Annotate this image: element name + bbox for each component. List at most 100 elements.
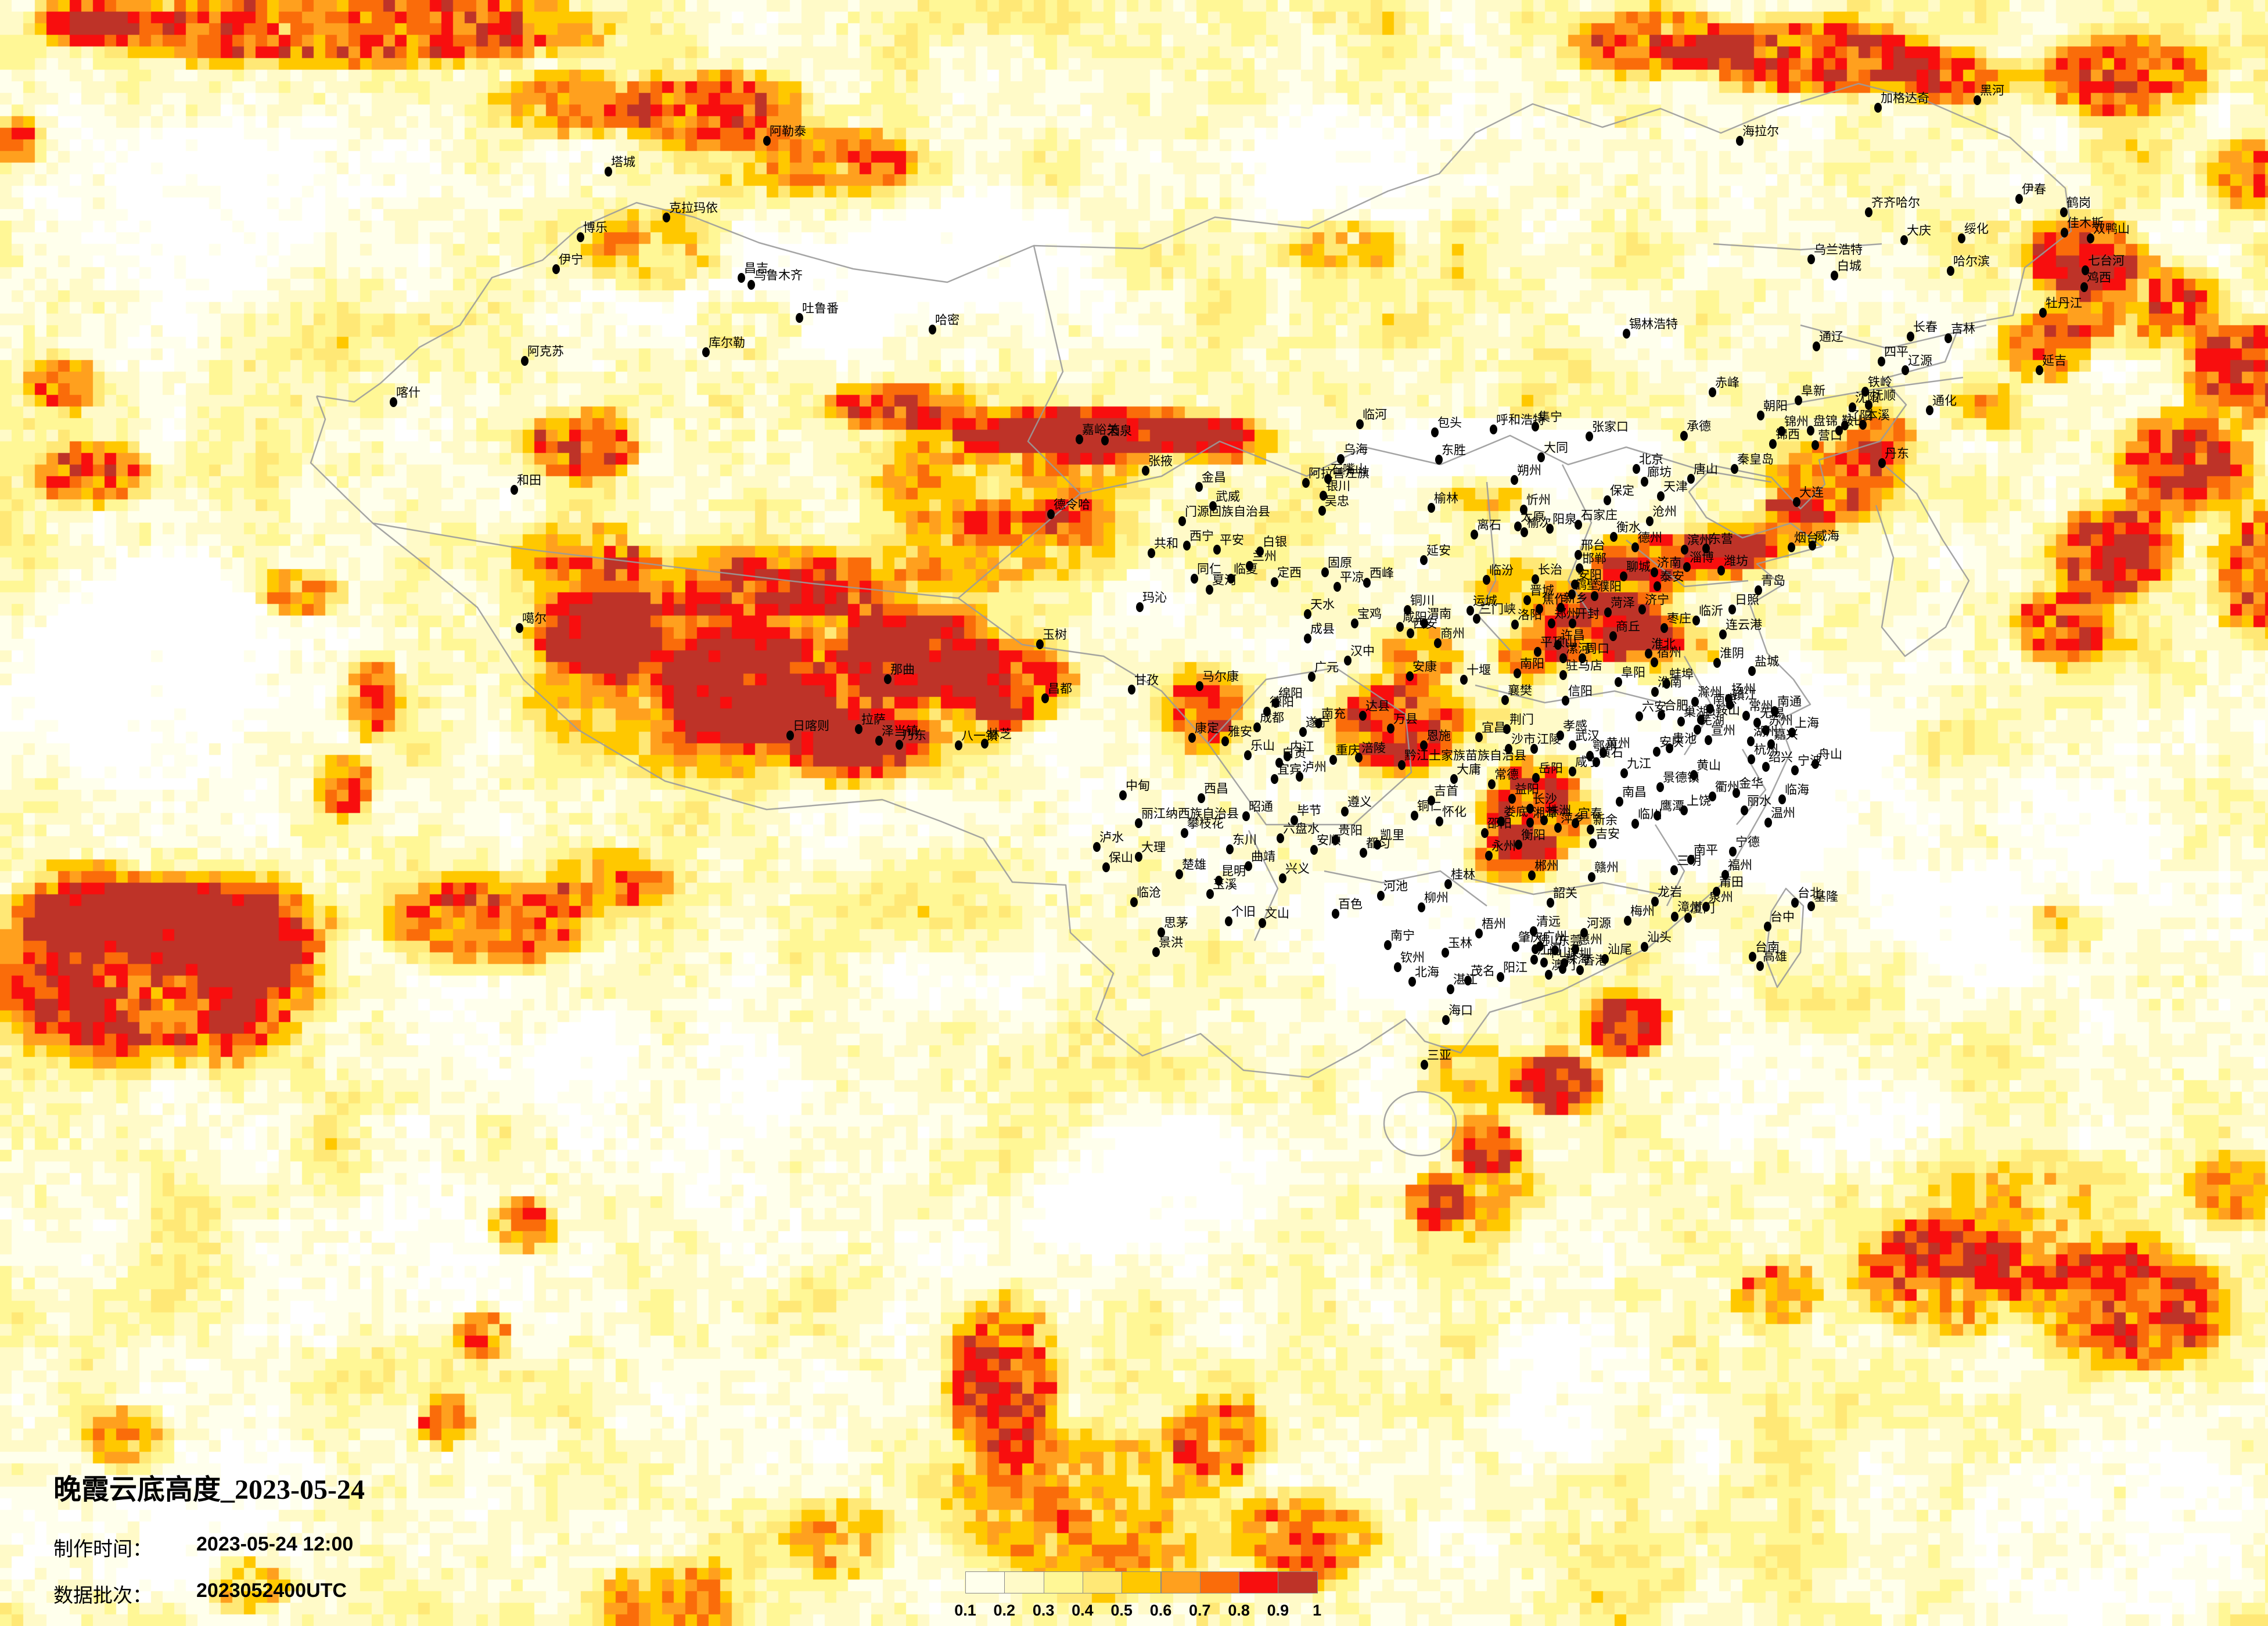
city-label: 基隆 (1814, 890, 1838, 904)
city-marker (1398, 760, 1406, 770)
city-label: 乃东 (902, 729, 926, 742)
city-marker (1324, 474, 1332, 484)
production-time-label: 制作时间： (53, 1539, 152, 1560)
city-label: 承德 (1687, 420, 1711, 433)
city-marker (1757, 411, 1764, 420)
city-marker (1636, 711, 1643, 721)
city-label: 昭通 (1249, 800, 1273, 814)
city-label: 茂名 (1471, 965, 1495, 978)
city-marker (1464, 976, 1472, 985)
legend-tick-label: 0.4 (1072, 1602, 1094, 1619)
city-label: 喀什 (396, 386, 420, 400)
city-marker (1554, 640, 1562, 650)
city-marker (1374, 840, 1381, 850)
city-marker (1460, 675, 1468, 685)
city-marker (855, 724, 862, 734)
city-marker (1520, 505, 1527, 515)
city-marker (2060, 207, 2068, 217)
city-marker (1530, 744, 1538, 754)
legend-swatch (1199, 1571, 1240, 1593)
city-marker (1540, 958, 1548, 967)
city-marker (1532, 574, 1539, 584)
city-marker (1181, 828, 1188, 838)
city-marker (1221, 736, 1229, 746)
city-marker (1681, 545, 1688, 555)
city-marker (1809, 541, 1816, 551)
city-label: 郴州 (1534, 859, 1559, 873)
city-label: 滁州 (1698, 686, 1722, 699)
city-label: 鸡西 (2087, 271, 2111, 285)
city-label: 塔城 (611, 156, 635, 169)
city-label: 梧州 (1482, 918, 1506, 931)
city-label: 蚌埠 (1669, 668, 1694, 681)
city-label: 新乡 (1563, 592, 1588, 605)
city-label: 楚雄 (1182, 858, 1206, 872)
city-marker (1209, 501, 1217, 511)
city-marker (1308, 672, 1315, 682)
city-label: 牡丹江 (2046, 297, 2082, 310)
city-marker (1569, 767, 1576, 776)
city-marker (1505, 744, 1512, 754)
city-label: 益阳 (1515, 783, 1539, 796)
city-marker (1407, 628, 1414, 638)
city-marker (1548, 618, 1555, 628)
city-marker (1811, 440, 1819, 450)
city-marker (1420, 740, 1428, 750)
city-marker (1691, 697, 1699, 707)
city-label: 黔江土家族苗族自治县 (1404, 749, 1526, 762)
city-label: 怀化 (1442, 805, 1467, 819)
city-label: 秦皇岛 (1737, 453, 1774, 466)
city-marker (1604, 495, 1611, 505)
city-label: 桂林 (1451, 868, 1475, 882)
city-label: 阜新 (1801, 384, 1825, 398)
city-marker (1557, 603, 1565, 613)
city-marker (1769, 439, 1777, 449)
city-label: 定西 (1277, 566, 1302, 580)
city-label: 拉萨 (861, 713, 886, 726)
city-label: 临沧 (1137, 886, 1161, 900)
city-marker (1431, 427, 1439, 437)
city-marker (1748, 666, 1756, 676)
city-marker (1677, 717, 1685, 726)
city-marker (1511, 620, 1519, 629)
city-label: 张家口 (1592, 420, 1629, 434)
city-label: 河池 (1383, 880, 1408, 893)
city-label: 忻州 (1526, 494, 1551, 507)
city-label: 枣庄 (1667, 612, 1691, 625)
city-marker (1771, 706, 1778, 716)
city-marker (1351, 618, 1358, 628)
city-marker (1299, 727, 1307, 737)
city-label: 阜阳 (1621, 666, 1645, 679)
city-label: 汉中 (1350, 645, 1375, 658)
city-label: 宿州 (1657, 646, 1681, 660)
city-marker (1616, 797, 1623, 807)
city-label: 林芝 (987, 728, 1012, 741)
city-marker (1135, 852, 1142, 862)
city-marker (1788, 728, 1796, 738)
city-label: 大连 (1799, 486, 1824, 499)
city-label: 海拉尔 (1742, 125, 1779, 138)
city-marker (1514, 668, 1521, 678)
city-label: 咸宁 (1575, 756, 1600, 769)
city-marker (1536, 941, 1544, 951)
city-marker (1442, 1015, 1450, 1025)
city-marker (1687, 474, 1695, 484)
city-label: 阿克苏 (527, 345, 564, 358)
city-marker (1813, 341, 1820, 351)
city-marker (1442, 948, 1449, 958)
city-label: 南通 (1777, 695, 1802, 708)
city-label: 鞍山 (1842, 415, 1866, 428)
city-marker (1191, 574, 1198, 584)
city-marker (1196, 681, 1203, 691)
city-marker (1683, 562, 1691, 572)
city-marker (1641, 477, 1648, 487)
city-marker (1512, 942, 1519, 952)
city-marker (1344, 656, 1352, 665)
data-batch-line: 数据批次： 2023052400UTC (53, 1580, 347, 1608)
city-marker (1778, 794, 1786, 804)
city-label: 齐齐哈尔 (1871, 196, 1920, 210)
city-marker (1547, 898, 1554, 908)
city-marker (1467, 606, 1474, 616)
city-label: 金华 (1739, 777, 1763, 790)
city-label: 吉安 (1595, 828, 1620, 841)
